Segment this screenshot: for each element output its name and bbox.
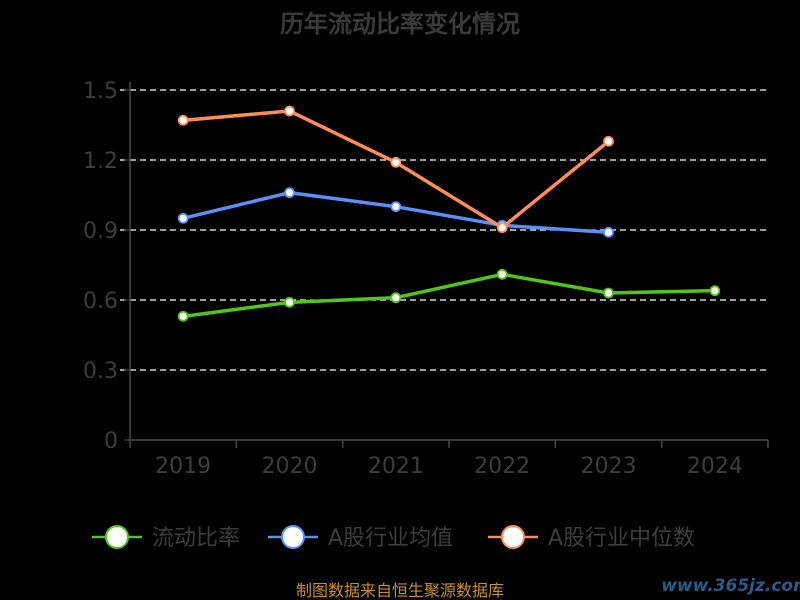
x-tick-label: 2022 — [474, 454, 530, 479]
data-source-note: 制图数据来自恒生聚源数据库 — [296, 581, 504, 600]
data-point[interactable] — [709, 285, 721, 297]
y-tick-label: 0.9 — [83, 219, 118, 244]
chart-title: 历年流动比率变化情况 — [280, 10, 520, 38]
x-tick-label: 2024 — [687, 454, 743, 479]
data-point[interactable] — [390, 156, 402, 168]
series-line-1 — [181, 272, 717, 319]
data-point[interactable] — [177, 114, 189, 126]
data-point[interactable] — [284, 187, 295, 199]
y-tick-label: 0.3 — [83, 359, 118, 384]
y-tick-label: 0 — [104, 429, 118, 454]
legend-swatch-marker — [281, 525, 305, 549]
data-point[interactable] — [496, 222, 508, 234]
y-tick-label: 1.2 — [83, 149, 118, 174]
x-tick-label: 2021 — [368, 454, 424, 479]
x-axis: 2019 2020 2021 2022 2023 2024 — [129, 439, 769, 479]
data-point[interactable] — [177, 212, 189, 224]
y-tick-label: 0.6 — [83, 289, 118, 314]
data-point[interactable] — [496, 268, 508, 280]
data-point[interactable] — [284, 105, 295, 117]
legend-label[interactable]: A股行业中位数 — [548, 526, 695, 551]
series-line-2 — [181, 190, 611, 235]
x-tick-label: 2020 — [262, 454, 318, 479]
legend-swatch-marker — [501, 525, 525, 549]
data-point[interactable] — [390, 292, 402, 304]
data-point[interactable] — [603, 135, 614, 147]
legend[interactable]: 流动比率 A股行业均值 A股行业中位数 — [92, 525, 695, 551]
x-tick-label: 2023 — [581, 454, 637, 479]
data-point[interactable] — [284, 296, 295, 308]
legend-swatch-marker — [105, 525, 129, 549]
y-tick-label: 1.5 — [83, 79, 118, 104]
x-tick-label: 2019 — [155, 454, 211, 479]
data-point[interactable] — [390, 201, 402, 213]
data-point[interactable] — [603, 226, 614, 238]
legend-label[interactable]: 流动比率 — [152, 526, 240, 551]
data-point[interactable] — [177, 310, 189, 322]
watermark: www.365jz.com — [661, 576, 800, 596]
legend-label[interactable]: A股行业均值 — [328, 526, 453, 551]
data-point[interactable] — [603, 287, 614, 299]
grid-lines — [120, 89, 768, 371]
y-axis: 0 0.3 0.6 0.9 1.2 1.5 — [83, 79, 131, 454]
series-group — [177, 105, 721, 322]
